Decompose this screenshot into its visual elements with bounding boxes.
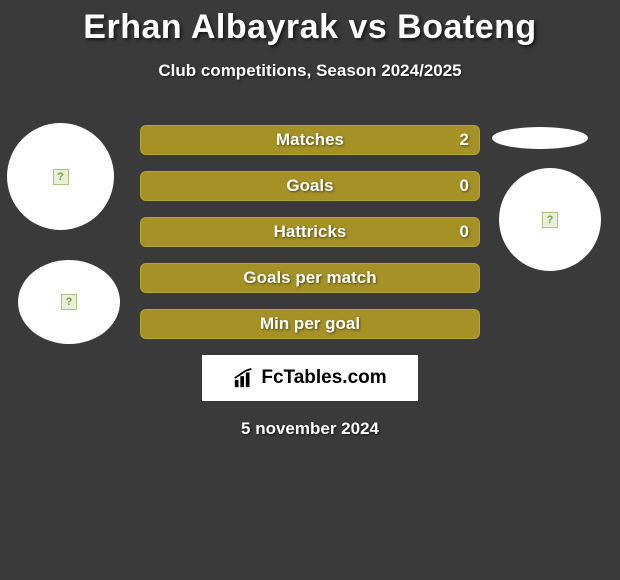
player-avatar-left-2 (18, 260, 120, 344)
page-title: Erhan Albayrak vs Boateng (0, 0, 620, 47)
brand-logo[interactable]: FcTables.com (202, 355, 418, 401)
player-avatar-left-1 (7, 123, 114, 230)
stat-label: Matches (276, 130, 344, 150)
stat-label: Hattricks (274, 222, 347, 242)
image-placeholder-icon (542, 212, 558, 228)
stat-label: Goals per match (243, 268, 376, 288)
stat-value: 0 (460, 222, 469, 242)
chart-icon (233, 367, 255, 389)
stat-bar-min-per-goal: Min per goal (140, 309, 480, 339)
player-avatar-right-1 (499, 168, 601, 271)
stat-label: Goals (286, 176, 333, 196)
page-subtitle: Club competitions, Season 2024/2025 (0, 61, 620, 81)
brand-logo-text: FcTables.com (261, 367, 386, 389)
stat-bar-goals-per-match: Goals per match (140, 263, 480, 293)
stat-value: 0 (460, 176, 469, 196)
stat-value: 2 (460, 130, 469, 150)
date-label: 5 november 2024 (0, 419, 620, 439)
stat-bar-goals: Goals 0 (140, 171, 480, 201)
image-placeholder-icon (53, 169, 69, 185)
stats-bars: Matches 2 Goals 0 Hattricks 0 Goals per … (140, 125, 480, 339)
stat-bar-matches: Matches 2 (140, 125, 480, 155)
image-placeholder-icon (61, 294, 77, 310)
stat-label: Min per goal (260, 314, 360, 334)
player-avatar-right-oval (492, 127, 588, 149)
stat-bar-hattricks: Hattricks 0 (140, 217, 480, 247)
